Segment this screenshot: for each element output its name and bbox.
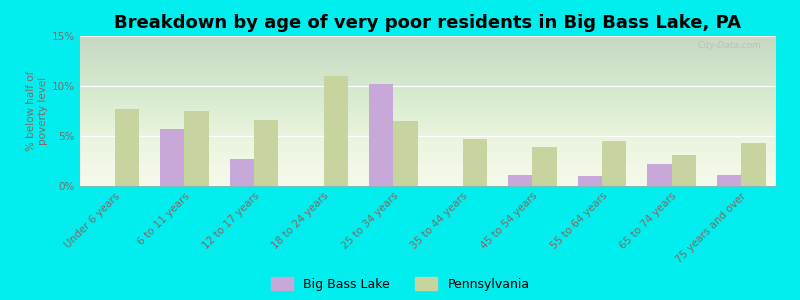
Bar	[230, 159, 254, 186]
Bar	[254, 120, 278, 186]
Bar	[647, 164, 672, 186]
Bar	[533, 147, 557, 186]
Legend: Big Bass Lake, Pennsylvania: Big Bass Lake, Pennsylvania	[270, 277, 530, 291]
Bar	[578, 176, 602, 186]
Bar	[742, 143, 766, 186]
Bar	[185, 111, 209, 186]
Bar	[463, 139, 487, 186]
Bar	[508, 175, 533, 186]
Bar	[115, 109, 139, 186]
Bar	[394, 121, 418, 186]
Bar	[672, 155, 696, 186]
Bar	[160, 129, 185, 186]
Bar	[602, 141, 626, 186]
Y-axis label: % below half of
poverty level: % below half of poverty level	[26, 71, 48, 151]
Bar	[717, 175, 741, 186]
Bar	[323, 76, 348, 186]
Title: Breakdown by age of very poor residents in Big Bass Lake, PA: Breakdown by age of very poor residents …	[114, 14, 742, 32]
Bar	[369, 84, 394, 186]
Text: City-Data.com: City-Data.com	[698, 40, 762, 50]
